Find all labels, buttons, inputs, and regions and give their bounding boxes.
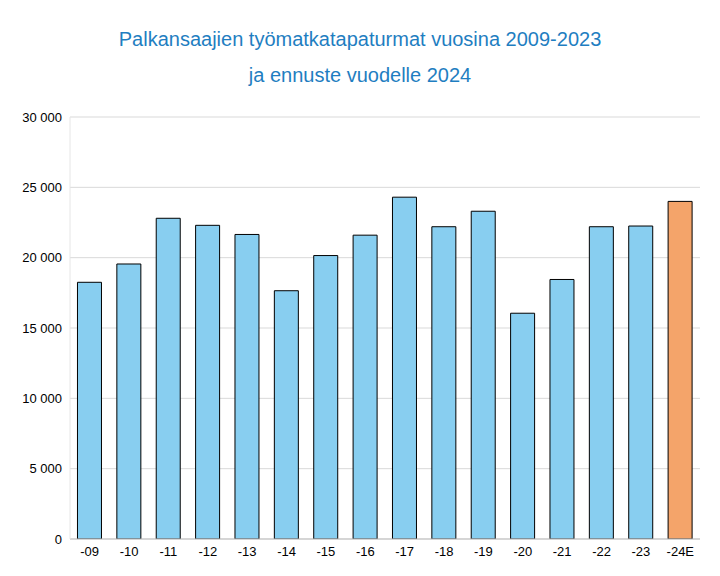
svg-text:-15: -15 xyxy=(317,544,336,559)
svg-text:-09: -09 xyxy=(80,544,99,559)
svg-text:-10: -10 xyxy=(120,544,139,559)
svg-text:-20: -20 xyxy=(513,544,532,559)
svg-text:-19: -19 xyxy=(474,544,493,559)
svg-text:25 000: 25 000 xyxy=(22,180,62,195)
svg-text:-23: -23 xyxy=(632,544,651,559)
svg-text:-17: -17 xyxy=(395,544,414,559)
svg-text:-14: -14 xyxy=(277,544,296,559)
svg-text:-24E: -24E xyxy=(667,544,695,559)
svg-text:30 000: 30 000 xyxy=(22,110,62,125)
svg-text:0: 0 xyxy=(55,532,62,547)
html-text:Palkansaajien työmatkatapaturm: Palkansaajien työmatkatapaturmat vuosina… xyxy=(118,28,602,50)
svg-text:-11: -11 xyxy=(160,544,178,559)
svg-text:5 000: 5 000 xyxy=(29,461,62,476)
svg-text:15 000: 15 000 xyxy=(22,321,62,336)
svg-text:10 000: 10 000 xyxy=(22,391,62,406)
svg-text:-12: -12 xyxy=(198,544,217,559)
html-text:ja ennuste vuodelle 2024: ja ennuste vuodelle 2024 xyxy=(248,64,472,86)
svg-text:-18: -18 xyxy=(435,544,454,559)
svg-text:-22: -22 xyxy=(592,544,611,559)
svg-text:-21: -21 xyxy=(553,544,572,559)
svg-text:-16: -16 xyxy=(356,544,375,559)
svg-text:-13: -13 xyxy=(238,544,257,559)
svg-text:20 000: 20 000 xyxy=(22,250,62,265)
